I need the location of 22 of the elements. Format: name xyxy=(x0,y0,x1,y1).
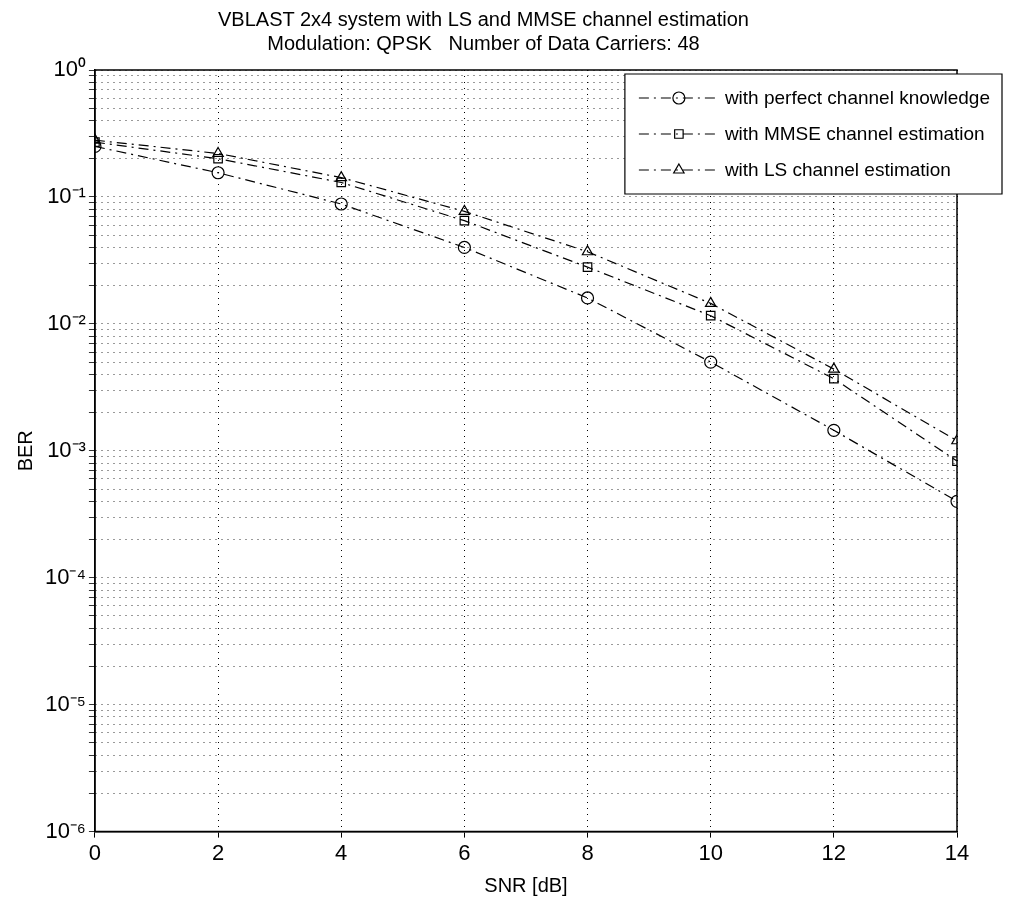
x-tick-label: 8 xyxy=(581,839,594,865)
x-tick-label: 10 xyxy=(698,839,723,865)
chart-title: VBLAST 2x4 system with LS and MMSE channel estimation xyxy=(218,7,749,30)
legend-label: with MMSE channel estimation xyxy=(723,123,985,145)
x-tick-label: 12 xyxy=(821,839,847,865)
legend-label: with LS channel estimation xyxy=(723,159,951,181)
x-tick-label: 0 xyxy=(88,839,102,865)
y-tick-label: 10⁻¹ xyxy=(47,183,86,208)
y-tick-label: 10⁰ xyxy=(53,56,86,82)
chart-subtitle: Modulation: QPSK Number of Data Carriers: 48 xyxy=(267,31,700,54)
y-tick-label: 10⁻⁶ xyxy=(45,817,86,843)
y-tick-label: 10⁻² xyxy=(47,309,86,335)
x-tick-label: 4 xyxy=(335,839,348,865)
y-tick-label: 10⁻⁵ xyxy=(45,690,86,716)
x-axis-title: SNR [dB] xyxy=(484,873,568,896)
x-tick-label: 14 xyxy=(944,839,970,865)
x-tick-label: 2 xyxy=(211,839,225,865)
x-tick-label: 6 xyxy=(458,839,471,865)
legend-label: with perfect channel knowledge xyxy=(723,87,990,109)
y-tick-label: 10⁻⁴ xyxy=(44,563,86,589)
y-tick-label: 10⁻³ xyxy=(47,436,86,462)
y-axis-title: BER xyxy=(13,430,36,472)
